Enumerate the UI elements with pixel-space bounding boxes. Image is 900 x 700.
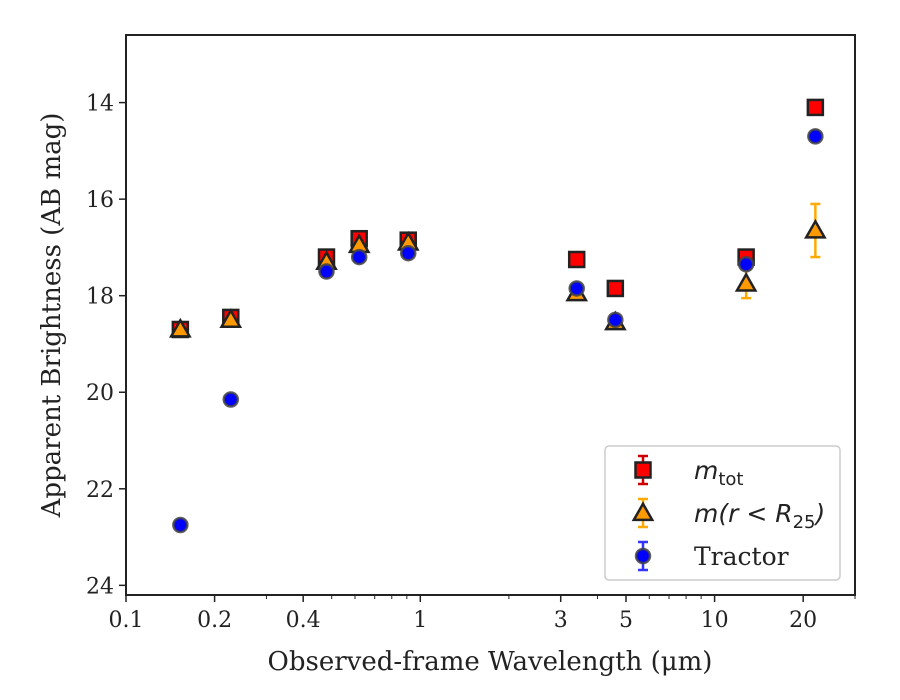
data-point-square xyxy=(567,250,586,269)
series-square xyxy=(171,98,825,339)
legend-label-subscript: 25 xyxy=(793,512,816,533)
data-point-circle xyxy=(350,248,368,266)
legend-marker-square xyxy=(634,461,652,479)
y-tick-label: 18 xyxy=(86,285,114,310)
data-point-circle xyxy=(737,256,755,273)
data-point-triangle xyxy=(804,218,827,239)
data-point-triangle xyxy=(734,271,758,292)
y-axis-label: Apparent Brightness (AB mag) xyxy=(37,113,67,519)
y-tick-label: 16 xyxy=(86,188,114,213)
legend-entry-triangle: m(r < R25) xyxy=(631,497,825,533)
legend-label-tail: ) xyxy=(814,499,826,528)
legend-label: Tractor xyxy=(694,542,789,571)
x-axis-label: Observed-frame Wavelength (μm) xyxy=(268,647,713,677)
data-point-circle xyxy=(399,244,417,262)
axis-ticks: 0.1 0.2 0.4 1 3 5 10 20 14 16 18 20 22 24 xyxy=(86,92,856,633)
x-tick-label: 5 xyxy=(619,608,633,633)
data-point-circle xyxy=(222,391,240,408)
data-point-square xyxy=(606,279,625,298)
x-tick-label: 10 xyxy=(701,608,729,633)
series-triangle xyxy=(168,202,827,338)
data-point-circle xyxy=(807,128,824,145)
legend-entry-square: mtot xyxy=(634,454,744,490)
data-point-triangle xyxy=(168,317,192,338)
legend-label-main: m(r < R xyxy=(694,499,793,528)
x-tick-label: 0.4 xyxy=(286,608,321,633)
data-point-circle xyxy=(607,311,624,329)
legend: mtot m(r < R25) Tractor xyxy=(604,445,841,581)
x-tick-label: 1 xyxy=(413,608,427,633)
series-circle xyxy=(172,128,824,534)
data-point-circle xyxy=(318,263,335,280)
data-point-circle xyxy=(568,280,585,297)
legend-label: mtot xyxy=(694,456,744,490)
legend-entry-circle: Tractor xyxy=(634,540,789,572)
legend-marker-circle xyxy=(634,547,652,565)
plot-frame xyxy=(125,34,856,596)
data-point-square xyxy=(806,98,825,117)
data-point-triangle xyxy=(219,308,243,328)
legend-label: m(r < R25) xyxy=(694,499,825,533)
legend-box xyxy=(604,445,841,581)
y-tick-label: 20 xyxy=(86,381,114,406)
y-tick-label: 14 xyxy=(86,92,114,117)
x-tick-label: 0.2 xyxy=(197,608,232,633)
x-tick-label: 0.1 xyxy=(109,608,144,633)
legend-label-subscript: tot xyxy=(718,469,743,490)
y-tick-label: 22 xyxy=(86,478,114,503)
x-tick-label: 3 xyxy=(554,608,568,633)
data-point-circle xyxy=(172,516,189,534)
legend-marker-triangle xyxy=(631,501,655,522)
legend-label-main: m xyxy=(694,456,718,485)
y-tick-label: 24 xyxy=(86,574,114,599)
plot-area xyxy=(168,98,827,534)
x-tick-label: 20 xyxy=(789,608,817,633)
